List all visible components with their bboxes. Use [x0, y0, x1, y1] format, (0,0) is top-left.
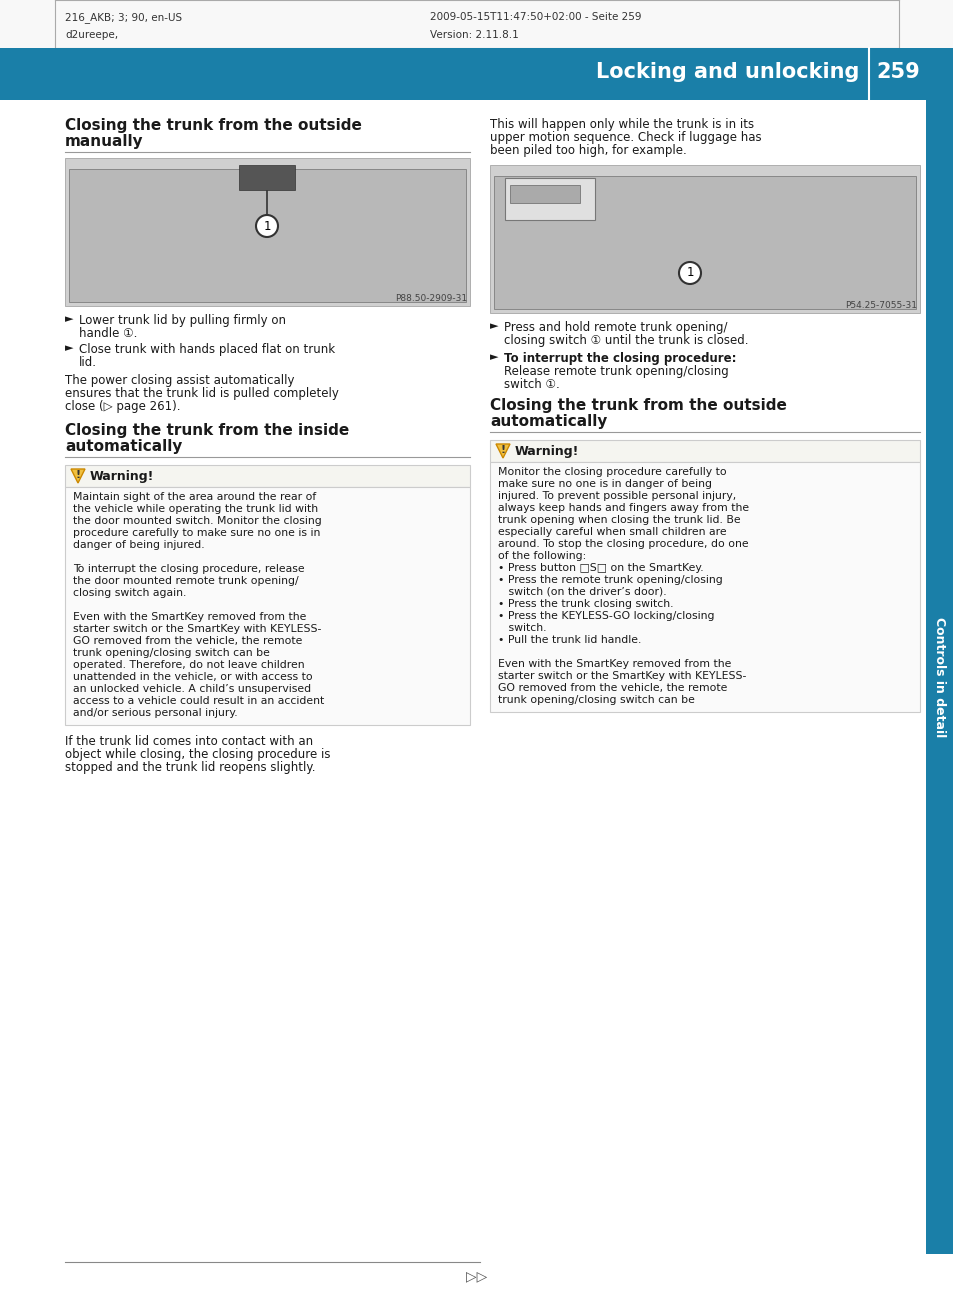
Text: make sure no one is in danger of being: make sure no one is in danger of being — [497, 479, 711, 489]
Text: handle ①.: handle ①. — [79, 327, 137, 340]
Text: d2ureepe,: d2ureepe, — [65, 30, 118, 40]
Text: Controls in detail: Controls in detail — [933, 617, 945, 738]
Polygon shape — [496, 444, 510, 458]
Text: lid.: lid. — [79, 356, 97, 369]
Text: Warning!: Warning! — [90, 470, 154, 483]
Bar — [494, 176, 915, 309]
Text: ▷▷: ▷▷ — [466, 1269, 487, 1282]
Text: the door mounted switch. Monitor the closing: the door mounted switch. Monitor the clo… — [73, 516, 321, 525]
Text: especially careful when small children are: especially careful when small children a… — [497, 527, 726, 537]
Text: Close trunk with hands placed flat on trunk: Close trunk with hands placed flat on tr… — [79, 343, 335, 356]
Text: trunk opening/closing switch can be: trunk opening/closing switch can be — [73, 648, 270, 659]
Circle shape — [255, 215, 277, 237]
Text: • Press the KEYLESS-GO locking/closing: • Press the KEYLESS-GO locking/closing — [497, 611, 714, 621]
Text: Press and hold remote trunk opening/: Press and hold remote trunk opening/ — [503, 321, 727, 334]
Text: Even with the SmartKey removed from the: Even with the SmartKey removed from the — [73, 612, 306, 622]
Bar — [504, 179, 595, 220]
Text: Even with the SmartKey removed from the: Even with the SmartKey removed from the — [497, 659, 731, 669]
Text: P54.25-7055-31: P54.25-7055-31 — [844, 302, 916, 311]
Circle shape — [679, 261, 700, 283]
Text: GO removed from the vehicle, the remote: GO removed from the vehicle, the remote — [73, 635, 302, 646]
Text: 1: 1 — [685, 267, 693, 280]
Text: If the trunk lid comes into contact with an: If the trunk lid comes into contact with… — [65, 735, 313, 748]
Text: an unlocked vehicle. A child’s unsupervised: an unlocked vehicle. A child’s unsupervi… — [73, 685, 311, 694]
Text: To interrupt the closing procedure:: To interrupt the closing procedure: — [503, 352, 736, 365]
Text: danger of being injured.: danger of being injured. — [73, 540, 204, 550]
Text: around. To stop the closing procedure, do one: around. To stop the closing procedure, d… — [497, 540, 748, 549]
Text: ►: ► — [65, 343, 73, 353]
Text: starter switch or the SmartKey with KEYLESS-: starter switch or the SmartKey with KEYL… — [497, 672, 745, 681]
Text: • Pull the trunk lid handle.: • Pull the trunk lid handle. — [497, 635, 640, 644]
Text: object while closing, the closing procedure is: object while closing, the closing proced… — [65, 748, 330, 761]
Text: • Press the remote trunk opening/closing: • Press the remote trunk opening/closing — [497, 575, 722, 585]
Text: of the following:: of the following: — [497, 551, 586, 562]
Polygon shape — [71, 468, 85, 483]
Text: Version: 2.11.8.1: Version: 2.11.8.1 — [430, 30, 518, 40]
Text: ►: ► — [490, 352, 498, 362]
Text: The power closing assist automatically: The power closing assist automatically — [65, 374, 294, 387]
Text: access to a vehicle could result in an accident: access to a vehicle could result in an a… — [73, 696, 324, 707]
Text: Maintain sight of the area around the rear of: Maintain sight of the area around the re… — [73, 492, 315, 502]
Text: Closing the trunk from the outside: Closing the trunk from the outside — [65, 118, 361, 133]
Bar — [65, 487, 470, 725]
Text: the vehicle while operating the trunk lid with: the vehicle while operating the trunk li… — [73, 503, 317, 514]
Text: Monitor the closing procedure carefully to: Monitor the closing procedure carefully … — [497, 467, 726, 477]
Text: switch ①.: switch ①. — [503, 378, 559, 391]
Text: ensures that the trunk lid is pulled completely: ensures that the trunk lid is pulled com… — [65, 387, 338, 400]
Bar — [65, 158, 470, 305]
Bar — [925, 100, 953, 1254]
Text: upper motion sequence. Check if luggage has: upper motion sequence. Check if luggage … — [490, 131, 760, 144]
Text: and/or serious personal injury.: and/or serious personal injury. — [73, 708, 237, 718]
Text: injured. To prevent possible personal injury,: injured. To prevent possible personal in… — [497, 490, 736, 501]
Text: always keep hands and fingers away from the: always keep hands and fingers away from … — [497, 503, 748, 512]
Text: GO removed from the vehicle, the remote: GO removed from the vehicle, the remote — [497, 683, 726, 694]
Bar — [490, 462, 919, 712]
Text: Closing the trunk from the outside: Closing the trunk from the outside — [490, 399, 786, 413]
Text: trunk opening/closing switch can be: trunk opening/closing switch can be — [497, 695, 694, 705]
Text: Locking and unlocking: Locking and unlocking — [595, 62, 858, 82]
Text: 216_AKB; 3; 90, en-US: 216_AKB; 3; 90, en-US — [65, 12, 182, 23]
Text: 2009-05-15T11:47:50+02:00 - Seite 259: 2009-05-15T11:47:50+02:00 - Seite 259 — [430, 12, 640, 22]
Bar — [0, 0, 953, 48]
Text: P88.50-2909-31: P88.50-2909-31 — [395, 294, 467, 303]
Bar — [65, 465, 470, 487]
Text: close (▷ page 261).: close (▷ page 261). — [65, 400, 180, 413]
Text: This will happen only while the trunk is in its: This will happen only while the trunk is… — [490, 118, 753, 131]
Text: Closing the trunk from the inside: Closing the trunk from the inside — [65, 423, 349, 437]
Text: starter switch or the SmartKey with KEYLESS-: starter switch or the SmartKey with KEYL… — [73, 624, 321, 634]
Text: trunk opening when closing the trunk lid. Be: trunk opening when closing the trunk lid… — [497, 515, 740, 525]
Text: stopped and the trunk lid reopens slightly.: stopped and the trunk lid reopens slight… — [65, 761, 315, 774]
Text: closing switch again.: closing switch again. — [73, 587, 186, 598]
Text: ►: ► — [65, 314, 73, 324]
Text: been piled too high, for example.: been piled too high, for example. — [490, 144, 686, 157]
Bar — [0, 48, 953, 100]
Text: • Press the trunk closing switch.: • Press the trunk closing switch. — [497, 599, 673, 609]
Text: 259: 259 — [876, 62, 920, 82]
Text: operated. Therefore, do not leave children: operated. Therefore, do not leave childr… — [73, 660, 304, 670]
Text: Lower trunk lid by pulling firmly on: Lower trunk lid by pulling firmly on — [79, 314, 286, 327]
Text: • Press button □S□ on the SmartKey.: • Press button □S□ on the SmartKey. — [497, 563, 703, 573]
Bar — [510, 185, 579, 203]
Text: To interrupt the closing procedure, release: To interrupt the closing procedure, rele… — [73, 564, 304, 575]
Text: switch.: switch. — [497, 622, 546, 633]
Bar — [490, 440, 919, 462]
Text: 1: 1 — [263, 220, 271, 233]
Text: manually: manually — [65, 135, 144, 149]
Bar — [490, 166, 919, 313]
Text: unattended in the vehicle, or with access to: unattended in the vehicle, or with acces… — [73, 672, 313, 682]
Text: Warning!: Warning! — [515, 445, 578, 458]
Text: !: ! — [75, 470, 80, 480]
Text: the door mounted remote trunk opening/: the door mounted remote trunk opening/ — [73, 576, 298, 586]
Text: !: ! — [500, 445, 505, 455]
Text: automatically: automatically — [65, 439, 182, 454]
Text: procedure carefully to make sure no one is in: procedure carefully to make sure no one … — [73, 528, 320, 538]
Text: switch (on the driver’s door).: switch (on the driver’s door). — [497, 587, 666, 597]
Bar — [69, 170, 465, 302]
Text: ►: ► — [490, 321, 498, 331]
Text: automatically: automatically — [490, 414, 607, 430]
Text: Release remote trunk opening/closing: Release remote trunk opening/closing — [503, 365, 728, 378]
Bar — [239, 166, 294, 190]
Text: closing switch ① until the trunk is closed.: closing switch ① until the trunk is clos… — [503, 334, 748, 347]
